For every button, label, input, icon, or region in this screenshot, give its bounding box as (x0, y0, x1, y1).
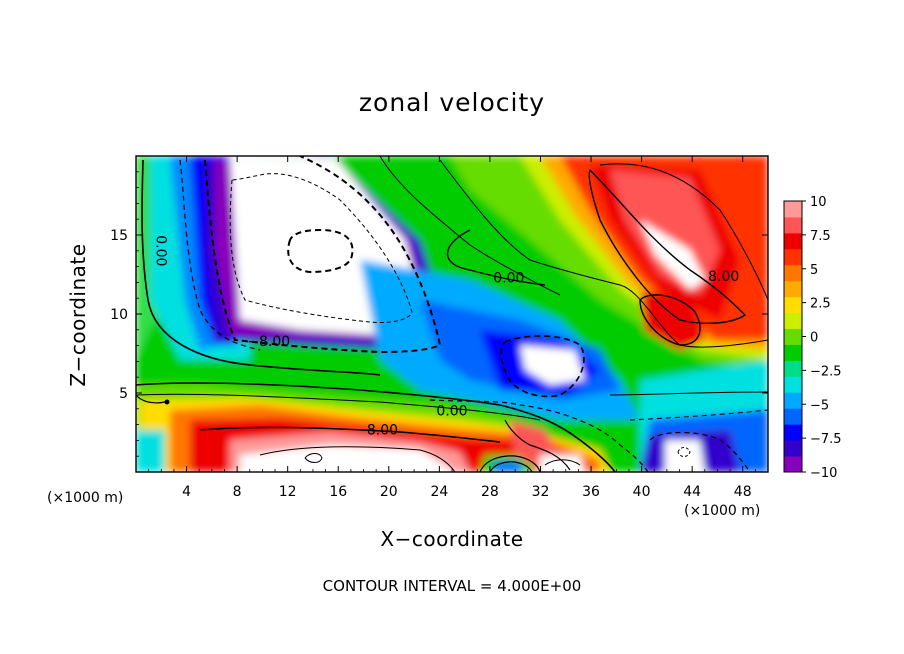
x-units-right: (×1000 m) (684, 503, 761, 519)
x-tick-label: 8 (233, 484, 242, 500)
colorbar-swatch (784, 296, 802, 314)
colorbar-swatch (784, 440, 802, 457)
colorbar-swatch (784, 360, 802, 377)
contour-label: 0.00 (436, 403, 467, 419)
x-tick-label: 48 (734, 484, 752, 500)
y-axis-ticks: 5 10 15 (110, 171, 768, 457)
colorbar-label: −7.5 (810, 432, 842, 447)
y-axis-label: Z−coordinate (66, 243, 90, 387)
colorbar-swatch (784, 328, 802, 345)
colorbar: 10 7.5 5 2.5 0 −2.5 −5 −7.5 −10 (783, 195, 842, 481)
colorbar-label: −5 (810, 398, 829, 413)
colorbar-swatch (784, 344, 802, 361)
y-tick-label: 15 (110, 228, 128, 244)
x-tick-label: 44 (683, 484, 701, 500)
x-tick-label: 40 (633, 484, 651, 500)
colorbar-swatch (784, 264, 802, 282)
x-tick-label: 4 (182, 484, 191, 500)
colorbar-swatch (784, 456, 802, 473)
colorbar-swatch (784, 392, 802, 409)
x-tick-label: 12 (279, 484, 297, 500)
x-units-left: (×1000 m) (47, 490, 124, 506)
colorbar-swatch (784, 248, 802, 266)
contour-lines (136, 156, 768, 472)
x-tick-label: 16 (329, 484, 347, 500)
colorbar-label: 10 (810, 195, 827, 210)
x-tick-label: 28 (481, 484, 499, 500)
colorbar-swatch (784, 232, 802, 250)
colorbar-label: 2.5 (810, 297, 831, 312)
colorbar-label: −10 (810, 466, 837, 481)
colorbar-label: −2.5 (810, 364, 842, 379)
contour-label: −8.00 (247, 334, 290, 350)
x-tick-label: 24 (430, 484, 448, 500)
x-axis-ticks: 4 8 12 16 20 24 28 32 36 40 44 48 (148, 156, 756, 500)
colorbar-label: 7.5 (810, 229, 831, 244)
x-tick-label: 36 (582, 484, 600, 500)
contour-label: 0.00 (152, 235, 168, 266)
y-tick-label: 5 (119, 386, 128, 402)
x-tick-label: 20 (380, 484, 398, 500)
contour-label: 0.00 (493, 271, 524, 287)
colorbar-swatch (784, 216, 802, 234)
colorbar-label: 0 (810, 331, 818, 346)
y-tick-label: 10 (110, 307, 128, 323)
colorbar-swatch (784, 408, 802, 425)
colorbar-swatch (784, 424, 802, 441)
x-tick-label: 32 (532, 484, 550, 500)
colorbar-swatch (784, 201, 802, 218)
colorbar-swatch (784, 312, 802, 330)
contour-label: 8.00 (708, 269, 739, 285)
colorbar-label: 5 (810, 263, 818, 278)
x-axis-label: X−coordinate (380, 527, 524, 551)
velocity-field: 0.00 0.00 8.00 −8.00 0.00 8.00 (136, 156, 768, 472)
colorbar-swatch (784, 376, 802, 393)
contour-interval-note: CONTOUR INTERVAL = 4.000E+00 (322, 577, 582, 595)
chart-title: zonal velocity (358, 88, 546, 117)
contour-label: 8.00 (367, 422, 398, 438)
colorbar-swatch (784, 280, 802, 298)
